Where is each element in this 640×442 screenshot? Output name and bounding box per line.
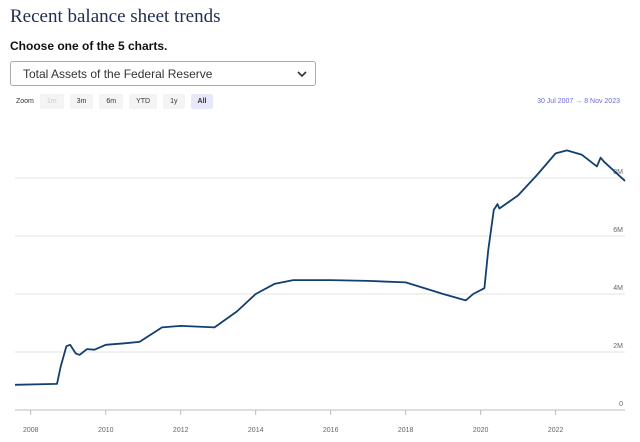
y-tick-label: 8M (613, 169, 623, 176)
range-to[interactable]: 8 Nov 2023 (584, 98, 620, 105)
x-tick-label: 2012 (173, 427, 189, 434)
zoom-button[interactable]: YTD (129, 94, 158, 109)
line (14, 149, 626, 386)
x-tick-label: 2020 (473, 427, 489, 434)
x-tick-label: 2014 (248, 427, 264, 434)
y-tick-label: 2M (613, 343, 623, 350)
x-tick-label: 2010 (98, 427, 114, 434)
x-tick-label: 2022 (548, 427, 564, 434)
x-tick-label: 2008 (23, 427, 39, 434)
dropdown-arrow (297, 71, 307, 78)
subtitle: Choose one of the 5 charts. (10, 39, 168, 53)
y-tick-label: 4M (613, 285, 623, 292)
select-value: Total Assets of the Federal Reserve (23, 67, 213, 81)
x-tick-label: 2018 (398, 427, 414, 434)
chart-select[interactable]: Total Assets of the Federal Reserve (10, 61, 316, 86)
title: Recent balance sheet trends (10, 6, 221, 27)
zoom-bar: Zoom 1m 3m 6m YTD 1y All (16, 94, 214, 109)
zoom-button[interactable]: 6m (99, 94, 124, 109)
zoom-button: 1m (39, 94, 64, 109)
range-from[interactable]: 30 Jul 2007 (537, 98, 574, 105)
zoom-button[interactable]: All (190, 94, 214, 109)
date-range: 30 Jul 2007 → 8 Nov 2023 (537, 98, 620, 105)
x-tick-label: 2016 (323, 427, 339, 434)
zoom-label: Zoom (16, 98, 34, 105)
range-separator: → (575, 98, 583, 105)
y-tick-label: 0 (619, 401, 623, 408)
zoom-button[interactable]: 3m (69, 94, 94, 109)
zoom-button[interactable]: 1y (163, 94, 185, 109)
y-tick-label: 6M (613, 227, 623, 234)
